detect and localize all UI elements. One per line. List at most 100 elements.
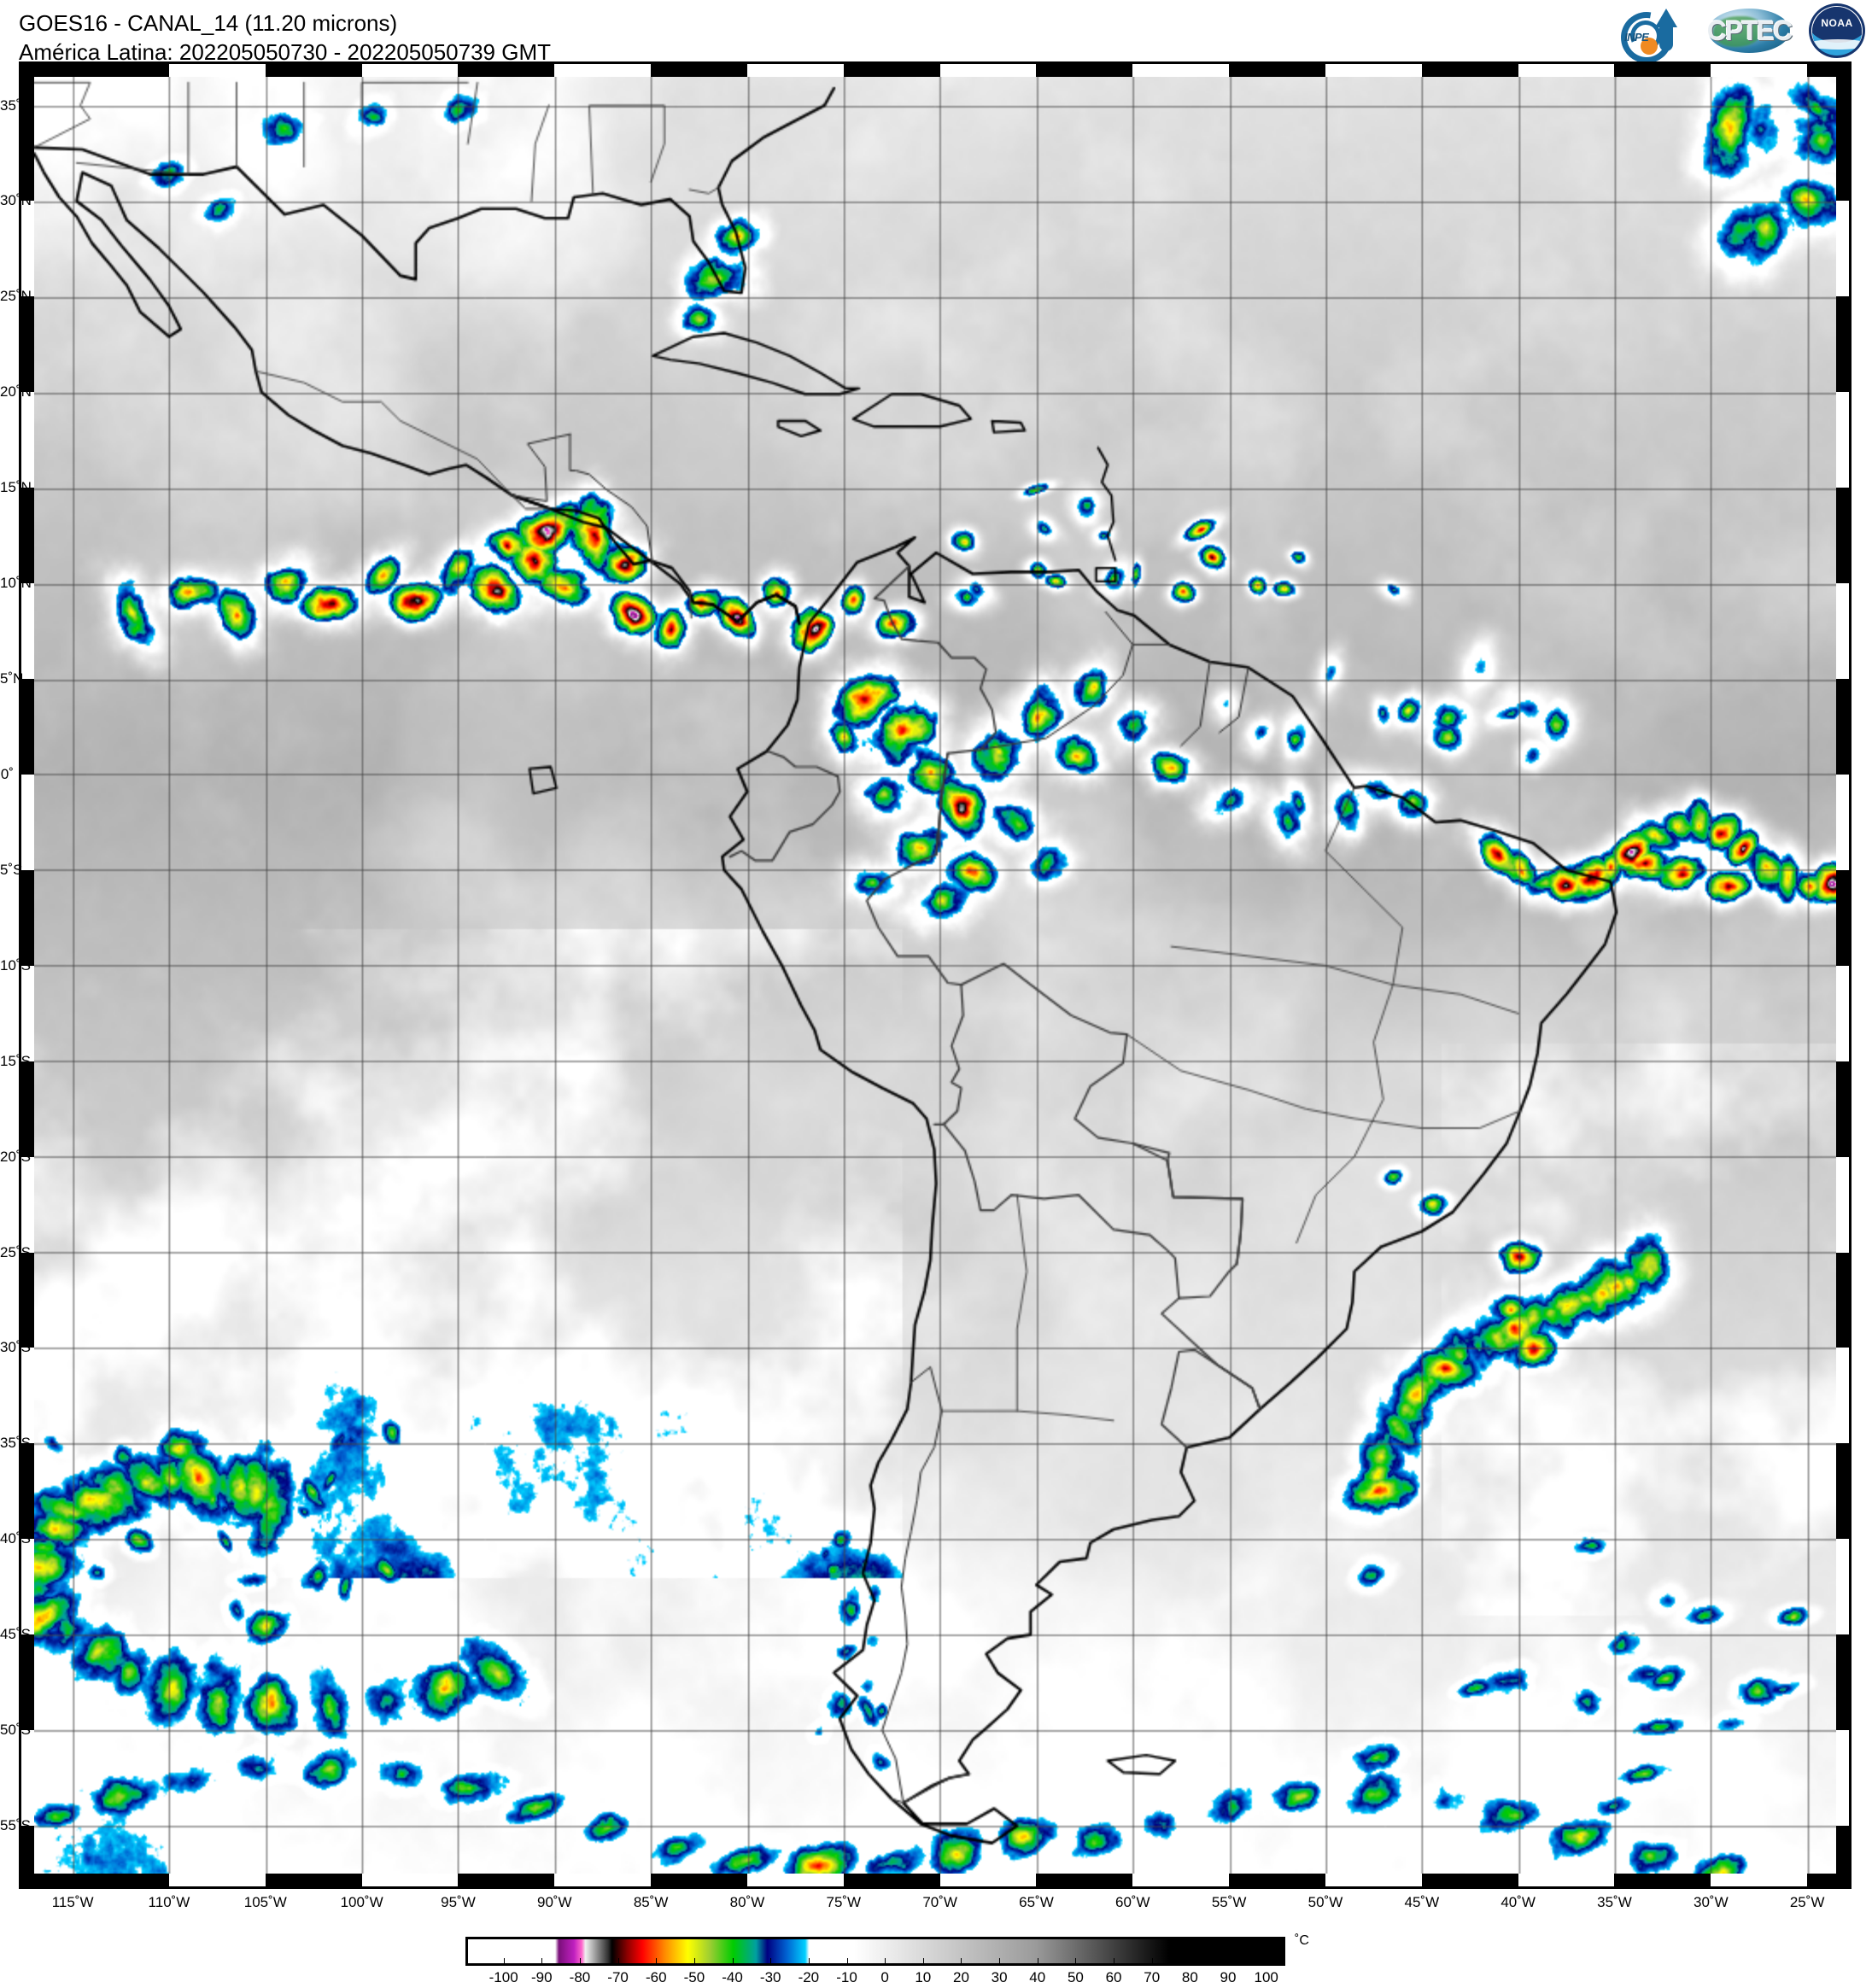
colorbar-label--20: -20 (798, 1969, 820, 1985)
product-title: GOES16 - CANAL_14 (11.20 microns) (19, 10, 398, 36)
inpe-dot-icon (1641, 38, 1658, 55)
logo-bar: INPE CPTEC NOAA (1611, 2, 1865, 73)
colorbar-label-20: 20 (952, 1969, 969, 1985)
frame-band (1518, 64, 1615, 77)
frame-band (168, 64, 266, 77)
lat-tick-5˚N: 5˚N (0, 670, 24, 687)
colorbar-label--10: -10 (836, 1969, 857, 1985)
lat-tick-20˚N: 20˚N (0, 383, 32, 401)
colorbar-tick (579, 1958, 581, 1964)
frame-band (1036, 64, 1133, 77)
frame-band (1836, 1348, 1849, 1444)
lat-tick-35˚N: 35˚N (0, 96, 32, 114)
colorbar-tick (885, 1958, 886, 1964)
frame-band (746, 1874, 844, 1886)
lat-tick-10˚S: 10˚S (0, 956, 31, 974)
frame-band (1836, 1539, 1849, 1635)
frame-band (21, 1730, 34, 1827)
colorbar-label--90: -90 (531, 1969, 553, 1985)
colorbar-label-60: 60 (1105, 1969, 1122, 1985)
lat-tick-0˚: 0˚ (0, 765, 14, 782)
colorbar-gradient (468, 1939, 1283, 1963)
frame-band (1836, 392, 1849, 488)
frame-band (21, 1348, 34, 1444)
frame-band (1836, 105, 1849, 202)
frame-band (21, 201, 34, 297)
colorbar-label--80: -80 (569, 1969, 591, 1985)
colorbar-label--100: -100 (488, 1969, 518, 1985)
colorbar-tick (541, 1958, 543, 1964)
colorbar-tick (1075, 1958, 1077, 1964)
frame-band (1132, 1874, 1230, 1886)
frame-band (1421, 64, 1518, 77)
lon-tick-55˚W: 55˚W (1211, 1894, 1247, 1910)
frame-band (1836, 1826, 1849, 1886)
colorbar-label-40: 40 (1029, 1969, 1046, 1985)
frame-band (1836, 488, 1849, 584)
colorbar-label--70: -70 (607, 1969, 629, 1985)
lon-tick-110˚W: 110˚W (148, 1894, 190, 1910)
frame-band (21, 1061, 34, 1157)
frame-band (73, 64, 169, 77)
map-canvas[interactable] (34, 77, 1836, 1874)
frame-band (265, 64, 362, 77)
colorbar-region: -100 -90 -80 -70 -60 -50 -40 -30 -20 -10 0 10 20 30 40… (0, 1932, 1872, 1988)
page-header: GOES16 - CANAL_14 (11.20 microns) Améric… (0, 0, 1872, 73)
frame-band (1518, 1874, 1615, 1886)
lon-tick-80˚W: 80˚W (729, 1894, 765, 1910)
frame-band (1325, 64, 1422, 77)
lat-tick-20˚S: 20˚S (0, 1148, 31, 1165)
frame-band (21, 392, 34, 488)
lon-tick-85˚W: 85˚W (633, 1894, 669, 1910)
frame-band (1836, 583, 1849, 680)
frame-band (1229, 64, 1325, 77)
lon-tick-105˚W: 105˚W (243, 1894, 287, 1910)
lon-tick-45˚W: 45˚W (1404, 1894, 1440, 1910)
frame-band (554, 64, 652, 77)
lat-tick-15˚S: 15˚S (0, 1052, 31, 1069)
frame-band (1836, 965, 1849, 1061)
frame-band (21, 965, 34, 1061)
frame-band (1807, 1874, 1849, 1886)
frame-band (361, 64, 459, 77)
frame-band (21, 1826, 34, 1886)
colorbar-tick (656, 1958, 658, 1964)
frame-band (21, 1539, 34, 1635)
lon-tick-60˚W: 60˚W (1114, 1894, 1150, 1910)
temperature-colorbar (465, 1937, 1285, 1966)
frame-band (21, 1252, 34, 1348)
frame-band (21, 1156, 34, 1253)
frame-band (1836, 774, 1849, 870)
frame-band (1711, 64, 1808, 77)
frame-band (843, 64, 940, 77)
lat-tick-35˚S: 35˚S (0, 1435, 31, 1452)
frame-band (746, 64, 844, 77)
lat-tick-45˚S: 45˚S (0, 1626, 31, 1643)
inpe-arrow-stem-icon (1659, 26, 1673, 51)
noaa-logo: NOAA (1809, 3, 1865, 58)
frame-band (1711, 1874, 1808, 1886)
frame-band (21, 583, 34, 680)
frame-band (1421, 1874, 1518, 1886)
lat-tick-50˚S: 50˚S (0, 1722, 31, 1739)
lon-tick-100˚W: 100˚W (340, 1894, 383, 1910)
colorbar-unit-label: ˚C (1295, 1933, 1309, 1948)
noaa-logo-text: NOAA (1821, 17, 1853, 29)
frame-band (554, 1874, 652, 1886)
frame-band (1036, 1874, 1133, 1886)
lat-tick-10˚N: 10˚N (0, 575, 32, 592)
frame-band (458, 64, 555, 77)
lon-tick-95˚W: 95˚W (441, 1894, 476, 1910)
colorbar-label--30: -30 (759, 1969, 781, 1985)
colorbar-label-100: 100 (1254, 1969, 1278, 1985)
satellite-map[interactable] (19, 61, 1852, 1889)
colorbar-label--60: -60 (645, 1969, 667, 1985)
frame-band (1325, 1874, 1422, 1886)
frame-band (21, 64, 73, 77)
frame-band (843, 1874, 940, 1886)
colorbar-tick (1228, 1958, 1230, 1964)
lon-tick-70˚W: 70˚W (922, 1894, 957, 1910)
lat-tick-25˚S: 25˚S (0, 1243, 31, 1260)
frame-band (651, 1874, 747, 1886)
title-block: GOES16 - CANAL_14 (11.20 microns) Améric… (19, 9, 551, 67)
